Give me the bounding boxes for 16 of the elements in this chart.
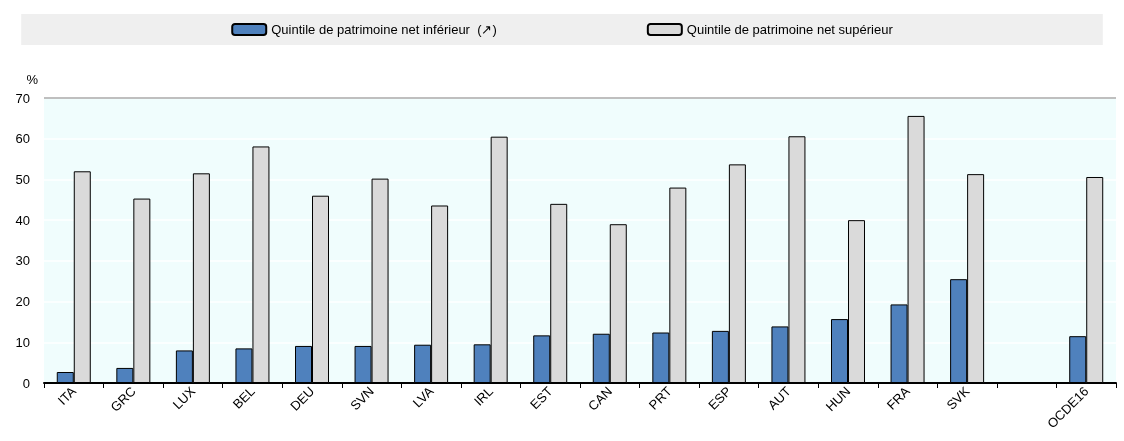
x-tick-label: IRL xyxy=(471,383,496,409)
y-axis-title: % xyxy=(26,72,39,87)
x-tick-label: LVA xyxy=(409,383,437,411)
x-tick-label: FRA xyxy=(883,383,914,413)
y-tick-label: 20 xyxy=(15,294,30,310)
x-tick-label: BEL xyxy=(229,383,258,412)
y-tick-label: 10 xyxy=(15,334,30,350)
y-tick-label: 70 xyxy=(15,90,30,106)
y-tick-label: 30 xyxy=(15,253,30,269)
y-tick-label: 60 xyxy=(15,131,30,147)
y-tick-label: 0 xyxy=(22,375,30,391)
y-tick-label: 50 xyxy=(15,171,30,187)
y-tick-label: 40 xyxy=(15,212,30,228)
x-tick-label: ITA xyxy=(54,383,80,408)
legend-label: Quintile de patrimoine net inférieur (↗) xyxy=(271,22,497,37)
legend-label: Quintile de patrimoine net supérieur xyxy=(686,22,894,37)
